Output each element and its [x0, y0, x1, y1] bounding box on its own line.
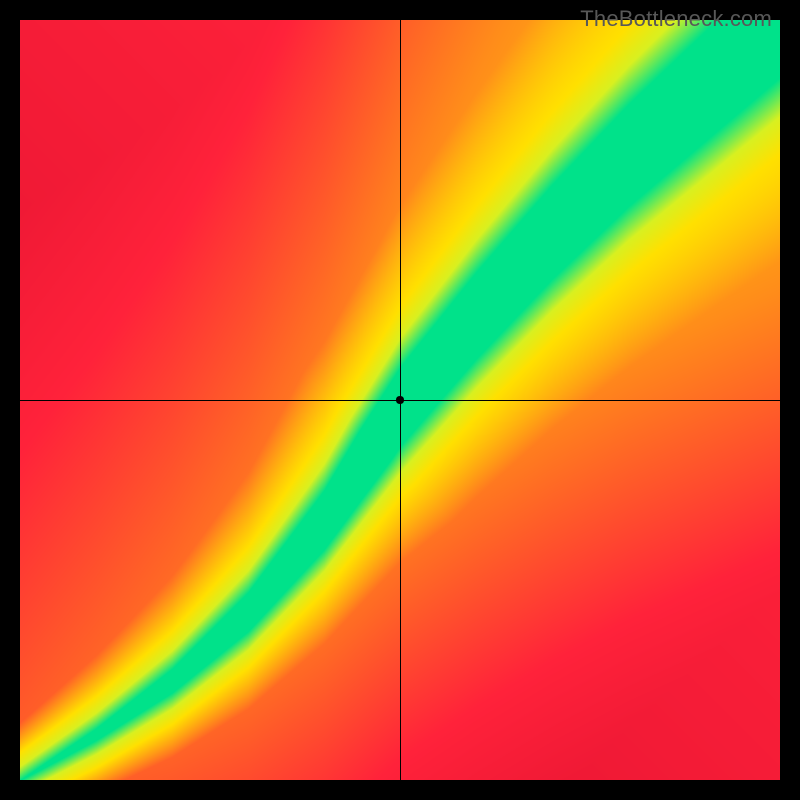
chart-container: TheBottleneck.com	[0, 0, 800, 800]
bottleneck-heatmap	[0, 0, 800, 800]
watermark-text: TheBottleneck.com	[580, 6, 772, 32]
